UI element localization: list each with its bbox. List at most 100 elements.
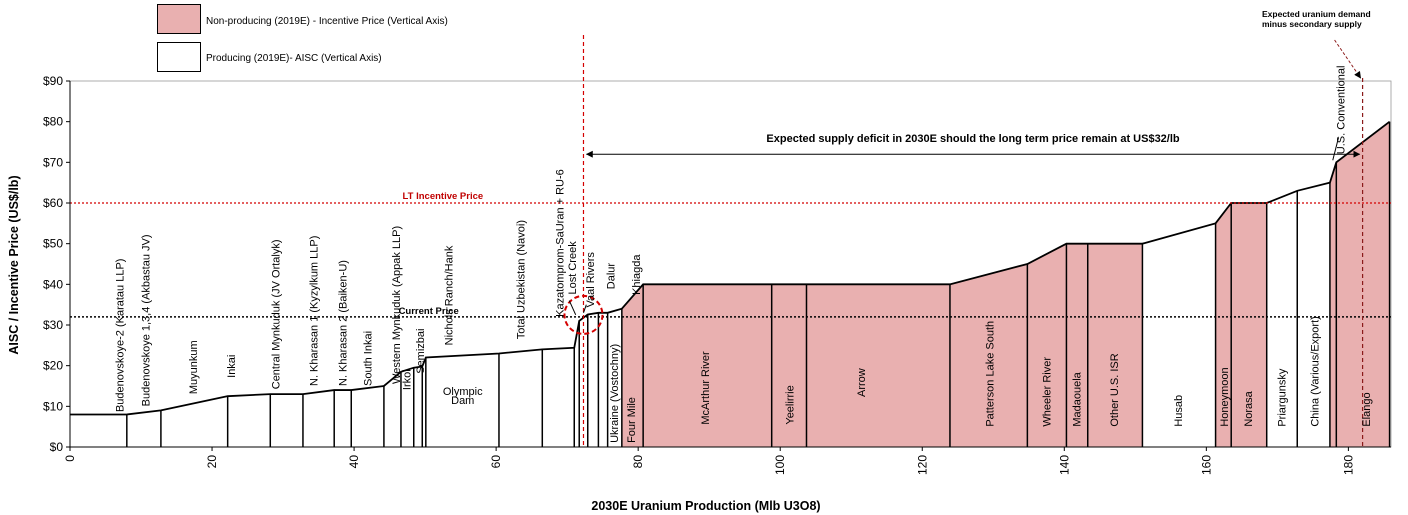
mine-label-21: Four Mile [626,397,638,443]
segment-30 [1231,203,1267,447]
segment-18 [598,312,608,447]
mine-label-29: Husab [1173,395,1185,427]
mine-label-27: Madaouela [1071,371,1083,426]
mine-label-34: U.S. Conventional [1336,66,1348,155]
mine-label-22: McArthur River [700,351,712,425]
segment-15 [574,320,580,447]
segment-3 [227,394,271,447]
segment-27 [1087,243,1143,447]
mine-label-24: Arrow [856,368,868,397]
legend-label-nonproducing: Non-producing (2019E) - Incentive Price … [206,16,448,27]
mine-label-16: Lost Creek [567,241,579,295]
cost-curve-segments [70,121,1391,448]
mine-label-32: Priargunsky [1277,368,1289,427]
mine-label-2: Muyunkum [188,340,200,394]
current-price-label: Current Price [399,306,459,317]
segment-9 [400,367,414,447]
mine-label-20: Ukraine (Vostochny) [609,344,621,443]
y-tick-label-7: $70 [43,155,63,169]
mine-label-7: South Inkai [363,331,375,386]
mine-label-18: Dalur [605,263,617,290]
x-tick-label-2: 40 [347,455,361,469]
x-tick-label-7: 140 [1057,455,1071,475]
segment-25 [1027,243,1067,447]
segment-23 [806,284,950,447]
supply-deficit-label: Expected supply deficit in 2030E should … [766,133,1180,145]
us-conventional-leader [1332,137,1339,161]
x-tick-label-0: 0 [63,455,77,462]
y-tick-label-0: $0 [50,440,64,454]
segment-21 [643,284,772,447]
segment-12 [425,353,499,447]
mine-label-13: Dam [451,395,474,407]
segment-26 [1066,243,1088,447]
mine-label-10: Semizbai [415,329,427,374]
segment-0 [70,414,127,447]
x-axis-title: 2030E Uranium Production (Mlb U3O8) [591,499,820,513]
mine-label-28: Other U.S. ISR [1109,353,1121,426]
segment-33 [1329,162,1337,448]
demand-pointer-arrow [1334,39,1362,79]
x-tick-label-4: 80 [631,455,645,469]
mine-label-15: Kazatomprom-SaUran + RU-6 [554,169,566,317]
y-tick-label-6: $60 [43,196,63,210]
demand-annotation-title: Expected uranium demand minus secondary … [1262,9,1392,29]
mine-label-0: Budenovskoye-2 (Karatau LLP) [115,259,127,412]
mine-label-14: Total Uzbekistan (Navoi) [515,220,527,339]
mine-label-6: N. Kharasan 2 (Baiken-U) [338,260,350,386]
mine-label-26: Wheeler River [1042,357,1054,427]
x-tick-label-8: 160 [1199,455,1213,475]
mine-label-33: China (Various/Export) [1309,316,1321,426]
lt-incentive-price-label: LT Incentive Price [403,191,484,202]
y-tick-label-9: $90 [43,74,63,88]
cost-curve-line [70,120,1391,416]
segment-22 [771,284,807,447]
mine-label-4: Central Mynkuduk (JV Ortalyk) [270,239,282,389]
x-tick-label-1: 20 [205,455,219,469]
legend-label-producing: Producing (2019E)- AISC (Vertical Axis) [206,53,382,64]
segment-19 [607,308,622,447]
segment-5 [302,390,335,447]
lost-creek-leader [568,300,577,316]
segment-31 [1266,190,1298,448]
mine-label-19: Khiagda [631,254,643,295]
mine-label-5: N. Kharasan 1 (Kyzylkum LLP) [309,236,321,386]
price-intersection-circle [563,294,604,335]
mine-label-1: Budenovskoye 1,3,4 (Akbastau JV) [140,235,152,407]
mine-labels: Budenovskoye-2 (Karatau LLP) Budenovskoye… [115,66,1373,443]
axes: $0 $10 $20 $30 $40 $50 $60 $70 $80 $90 0 20 40 60 80 10… [43,74,1391,475]
y-tick-label-8: $80 [43,115,63,129]
cost-curve-outline [70,120,1391,416]
mine-label-30: Honeymoon [1219,367,1231,426]
mine-label-12: Olympic [443,386,483,398]
segment-14 [542,347,575,447]
mine-label-11: Nichols Ranch/Hank [444,245,456,345]
segment-6 [334,390,352,447]
segment-17 [587,312,599,447]
legend-swatch-producing [157,42,201,72]
demand-title-line-1: Expected uranium demand [1262,9,1371,19]
x-tick-label-9: 180 [1341,455,1355,475]
mine-label-17: Vaal Rivers [585,252,597,308]
mine-label-23: Yeelirrie [784,385,796,424]
segment-7 [351,386,384,447]
y-tick-label-3: $30 [43,318,63,332]
y-tick-label-4: $40 [43,277,63,291]
segment-1 [126,410,161,447]
segment-10 [413,366,423,447]
segment-13 [498,349,543,447]
segment-8 [383,371,401,447]
y-tick-label-1: $10 [43,399,63,413]
mine-label-35: Elango [1361,392,1373,426]
x-tick-label-3: 60 [489,455,503,469]
demand-title-line-2: minus secondary supply [1262,19,1362,29]
mine-label-8: Western Mynkuduk (Appak LLP) [391,226,403,384]
y-axis-title: AISC / Incentive Price (US$/lb) [7,175,21,354]
mine-label-31: Norasa [1243,390,1255,426]
x-tick-label-6: 120 [915,455,929,475]
reference-lines: LT Incentive Price Current Price Expected … [70,35,1391,447]
segment-2 [160,396,228,447]
legend-swatch-nonproducing [157,4,201,34]
segment-28 [1142,223,1216,447]
